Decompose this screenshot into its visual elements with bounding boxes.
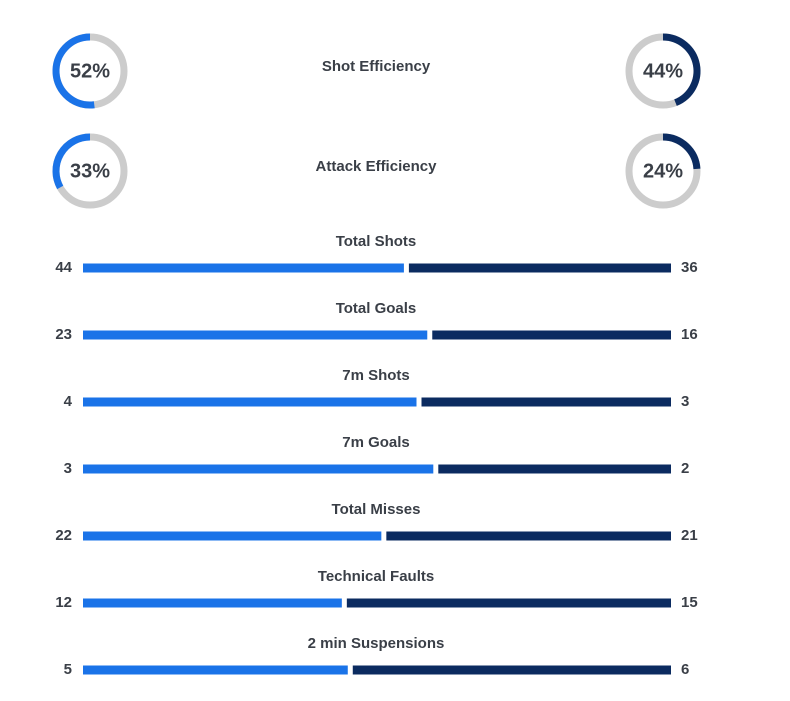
stat-label: 7m Goals <box>342 434 410 451</box>
metric-label: Attack Efficiency <box>316 158 438 175</box>
away-value: 15 <box>681 594 698 611</box>
stat-label: Total Goals <box>336 300 417 317</box>
away-value: 3 <box>681 393 689 410</box>
gauge-arc <box>662 33 701 106</box>
home-bar <box>83 665 348 675</box>
away-value: 6 <box>681 661 689 678</box>
stat-label: 2 min Suspensions <box>308 635 445 652</box>
home-value: 5 <box>64 661 72 678</box>
home-value: 12 <box>55 594 72 611</box>
away-bar <box>346 598 671 608</box>
away-bar <box>438 464 671 474</box>
home-bar <box>83 598 342 608</box>
metric-label: Shot Efficiency <box>322 58 431 75</box>
home-bar <box>83 464 434 474</box>
gauge-label: 52% <box>70 60 110 82</box>
stat-label: 7m Shots <box>342 367 410 384</box>
away-bar <box>408 263 671 273</box>
away-bar <box>432 330 671 340</box>
gauge-label: 33% <box>70 160 110 182</box>
away-value: 21 <box>681 527 698 544</box>
away-bar <box>421 397 671 407</box>
home-bar <box>83 263 404 273</box>
away-bar <box>352 665 671 675</box>
away-value: 36 <box>681 259 698 276</box>
stat-label: Total Misses <box>332 501 421 518</box>
gauge-arc <box>52 133 91 190</box>
gauge-label: 44% <box>643 60 683 82</box>
away-bar <box>386 531 671 541</box>
home-value: 23 <box>55 326 72 343</box>
home-bar <box>83 397 417 407</box>
away-value: 2 <box>681 460 689 477</box>
home-value: 22 <box>55 527 72 544</box>
stat-label: Technical Faults <box>318 568 434 585</box>
stat-label: Total Shots <box>336 233 417 250</box>
home-bar <box>83 531 382 541</box>
away-value: 16 <box>681 326 698 343</box>
home-value: 44 <box>55 259 72 276</box>
home-bar <box>83 330 428 340</box>
home-value: 4 <box>64 393 73 410</box>
gauge-arc <box>662 133 701 170</box>
home-value: 3 <box>64 460 72 477</box>
gauge-label: 24% <box>643 160 683 182</box>
gauge-arc <box>52 33 95 109</box>
